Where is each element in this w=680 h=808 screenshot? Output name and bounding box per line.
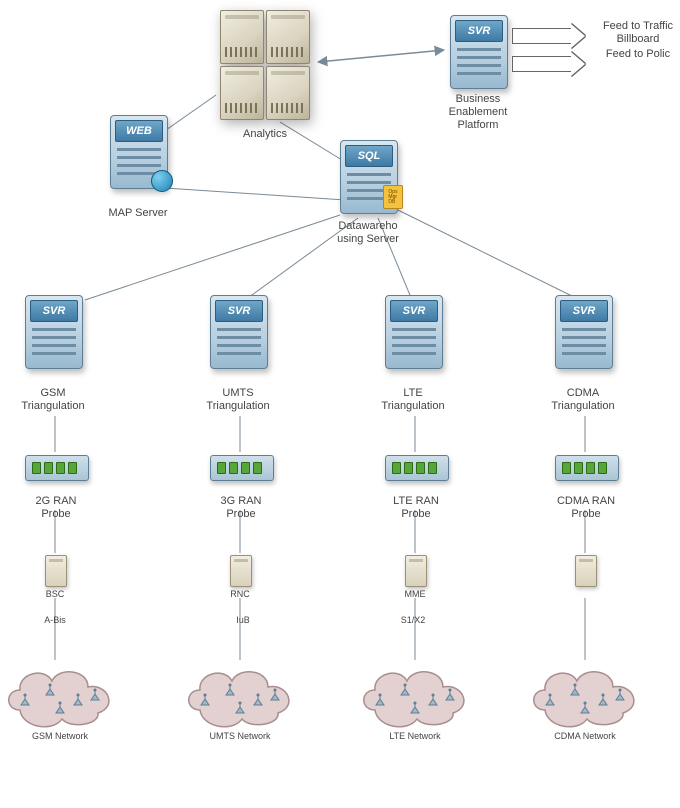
node-ctrl_lte	[405, 555, 427, 587]
node-svr_umts: SVR	[210, 295, 268, 369]
label: 3G RANProbe	[181, 495, 301, 521]
server-tag: WEB	[115, 120, 163, 142]
feed-arrow-feed1	[512, 24, 585, 48]
label: CDMATriangulation	[523, 387, 643, 413]
label: MAP Server	[78, 207, 198, 220]
diagram-root: { "canvas": { "width": 680, "height": 80…	[0, 0, 680, 808]
node-svr_gsm: SVR	[25, 295, 83, 369]
node-sw_cdma	[555, 455, 619, 481]
node-sw_lte	[385, 455, 449, 481]
server-tag: SVR	[390, 300, 438, 322]
label: BusinessEnablementPlatform	[418, 93, 538, 133]
server-tag: SVR	[215, 300, 263, 322]
server-tag: SVR	[560, 300, 608, 322]
label: CDMA RANProbe	[526, 495, 646, 521]
node-ctrl_gsm	[45, 555, 67, 587]
label: LTE RANProbe	[356, 495, 476, 521]
globe-icon	[151, 170, 173, 192]
label: MME	[355, 589, 475, 600]
node-svr_lte: SVR	[385, 295, 443, 369]
label: IuB	[183, 615, 303, 626]
node-ctrl_cdma	[575, 555, 597, 587]
label: GSMTriangulation	[0, 387, 113, 413]
label: Feed to Polic	[588, 48, 680, 61]
node-ctrl_umts	[230, 555, 252, 587]
opsmgr-badge-icon: OpsMgrDB	[383, 185, 403, 209]
label: S1/X2	[353, 615, 473, 626]
server-tag: SVR	[30, 300, 78, 322]
label: Analytics	[205, 128, 325, 141]
node-bep: SVR	[450, 15, 508, 89]
label: BSC	[0, 589, 115, 600]
node-svr_cdma: SVR	[555, 295, 613, 369]
node-sw_umts	[210, 455, 274, 481]
node-analytics	[220, 10, 310, 120]
node-map: WEB	[110, 115, 168, 189]
label: 2G RANProbe	[0, 495, 116, 521]
feed-arrow-feed2	[512, 52, 585, 76]
node-dwh: SQLOpsMgrDB	[340, 140, 398, 214]
label: LTETriangulation	[353, 387, 473, 413]
label: A-Bis	[0, 615, 115, 626]
label: Datawarehousing Server	[308, 220, 428, 246]
server-tag: SQL	[345, 145, 393, 167]
label: Feed to TrafficBillboard	[588, 20, 680, 46]
label: RNC	[180, 589, 300, 600]
label: UMTSTriangulation	[178, 387, 298, 413]
server-tag: SVR	[455, 20, 503, 42]
node-sw_gsm	[25, 455, 89, 481]
